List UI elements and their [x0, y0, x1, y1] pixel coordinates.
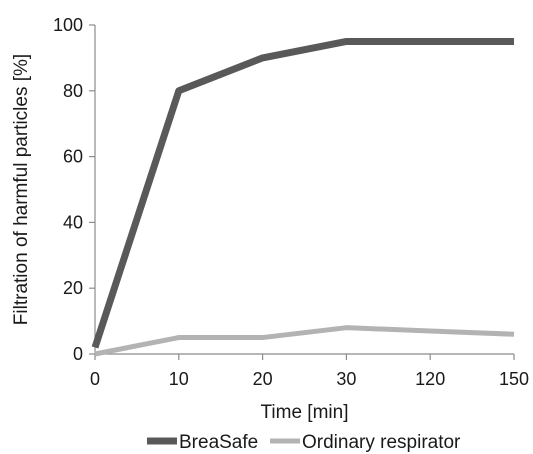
y-tick-label: 20: [63, 278, 83, 298]
y-tick-label: 40: [63, 212, 83, 232]
series-line-ordinary-respirator: [94, 325, 515, 357]
series-layer: [91, 37, 515, 357]
x-tick-label: 30: [336, 369, 356, 389]
legend: BreaSafe Ordinary respirator: [147, 432, 461, 453]
y-axis-ticks: 0 20 40 60 80 100: [53, 15, 95, 364]
x-tick-label: 120: [415, 369, 445, 389]
legend-label: BreaSafe: [179, 432, 258, 453]
legend-label: Ordinary respirator: [302, 432, 461, 453]
y-tick-label: 60: [63, 147, 83, 167]
x-tick-label: 0: [90, 369, 100, 389]
x-tick-label: 150: [499, 369, 529, 389]
x-tick-label: 20: [253, 369, 273, 389]
y-tick-label: 80: [63, 81, 83, 101]
y-axis-title: Filtration of harmful particles [%]: [11, 54, 32, 325]
y-tick-label: 0: [73, 344, 83, 364]
x-axis-title: Time [min]: [261, 402, 349, 423]
series-line-breasafe: [91, 37, 514, 349]
x-axis-ticks: 0 10 20 30 120 150: [90, 354, 529, 389]
axes: [94, 25, 514, 355]
x-tick-label: 10: [169, 369, 189, 389]
y-tick-label: 100: [53, 15, 83, 35]
